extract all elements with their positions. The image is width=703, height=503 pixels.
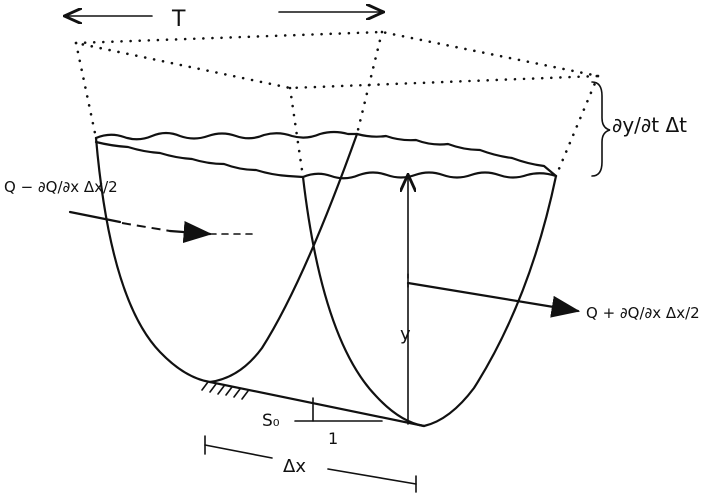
raised-surface-upstream-dotted [75, 30, 599, 90]
water-surface-connector-upper [355, 132, 558, 178]
inflow-label: Q − ∂Q/∂x Δx/2 [4, 178, 118, 196]
storage-rate-label: ∂y/∂t Δt [612, 113, 687, 137]
reach-length-line-left [204, 444, 273, 459]
cross-section-upstream [94, 132, 359, 384]
raised-surface-side-upstream-right [355, 30, 384, 136]
inflow-arrowhead [168, 221, 213, 243]
reach-length-label: Δx [283, 456, 306, 477]
bed-slope-label: S₀ [262, 411, 280, 431]
inflow-arrow-dashed [121, 222, 171, 232]
storage-brace [591, 81, 611, 177]
raised-surface-side-downstream-left [288, 86, 305, 179]
outflow-arrow [406, 281, 581, 318]
inflow-arrow-solid [68, 210, 122, 224]
reach-length-line-right [327, 468, 417, 485]
depth-label: y [400, 324, 411, 345]
water-surface-upstream [94, 130, 359, 141]
bed-hatching [201, 381, 249, 400]
outflow-label: Q + ∂Q/∂x Δx/2 [586, 304, 700, 322]
top-width-label: T [171, 7, 186, 32]
channel-bed-line [208, 380, 426, 428]
slope-run-label: 1 [328, 429, 338, 448]
water-surface-downstream [301, 171, 558, 180]
water-surface-connector-lower [94, 140, 305, 179]
raised-surface-side-downstream-right [554, 74, 600, 178]
raised-surface-side-upstream-left [74, 41, 98, 140]
